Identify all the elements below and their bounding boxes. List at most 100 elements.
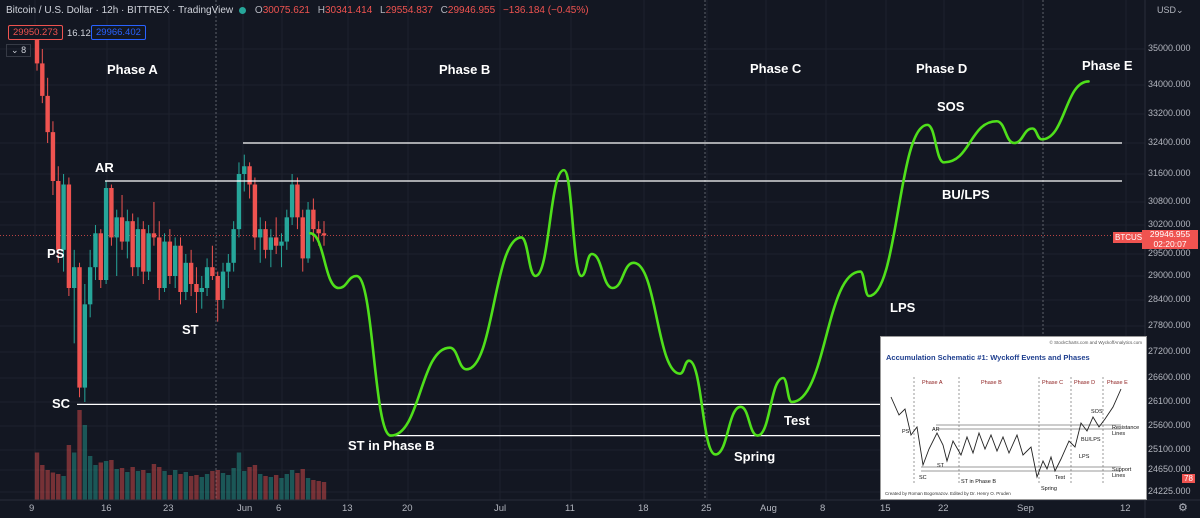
volume-bar-15 bbox=[114, 469, 119, 500]
inset-phase-a: Phase A bbox=[922, 380, 943, 386]
phase-b-label: Phase B bbox=[439, 62, 491, 77]
candle-22 bbox=[151, 202, 157, 246]
candle-29 bbox=[188, 249, 194, 296]
volume-bar-2 bbox=[45, 470, 50, 500]
candle-18 bbox=[130, 213, 135, 276]
price-tick-9: 29000.000 bbox=[1148, 270, 1191, 280]
ohlc-low: 29554.837 bbox=[385, 5, 433, 16]
volume-bar-38 bbox=[236, 452, 242, 500]
volume-bar-28 bbox=[183, 472, 189, 500]
sos-label: SOS bbox=[937, 99, 965, 114]
volume-bar-19 bbox=[135, 471, 141, 500]
time-tick-4: 6 bbox=[276, 503, 282, 514]
inset-ps: PS bbox=[902, 429, 910, 435]
phase-d-label: Phase D bbox=[916, 61, 968, 76]
sell-button[interactable]: 29950.273 bbox=[8, 25, 63, 40]
volume-bar-27 bbox=[178, 474, 183, 500]
volume-bar-39 bbox=[242, 471, 247, 500]
wyckoff-schematic-inset: © StockCharts.com and WyckoffAnalytics.c… bbox=[880, 336, 1147, 500]
price-tick-2: 25100.000 bbox=[1148, 444, 1191, 454]
candle-54 bbox=[321, 221, 327, 246]
candle-17 bbox=[125, 209, 130, 259]
time-tick-14: 22 bbox=[938, 503, 949, 514]
price-tick-14: 32400.000 bbox=[1148, 137, 1191, 147]
indicators-toggle[interactable]: ⌄ 8 bbox=[6, 44, 32, 57]
candles bbox=[34, 28, 327, 402]
price-tick-15: 33200.000 bbox=[1148, 108, 1191, 118]
inset-spring: Spring bbox=[1041, 486, 1057, 492]
time-tick-13: 15 bbox=[880, 503, 891, 514]
inset-sc: SC bbox=[919, 475, 927, 481]
candle-7 bbox=[72, 249, 77, 344]
volume-bar-16 bbox=[119, 468, 125, 500]
chevron-down-icon: ⌄ bbox=[11, 45, 19, 55]
volume-bars bbox=[34, 410, 327, 500]
inset-st-phase-b: ST in Phase B bbox=[961, 479, 997, 485]
chart-header: Bitcoin / U.S. Dollar · 12h · BITTREX · … bbox=[6, 5, 594, 16]
ohlc-high-key: H bbox=[317, 5, 325, 16]
currency-selector[interactable]: USD⌄ bbox=[1157, 5, 1184, 16]
volume-bar-9 bbox=[82, 425, 88, 500]
inset-ar: AR bbox=[932, 427, 940, 433]
candle-39 bbox=[242, 154, 247, 192]
ohlc-high: 30341.414 bbox=[324, 5, 373, 16]
volume-bar-36 bbox=[226, 475, 231, 500]
time-tick-1: 16 bbox=[101, 503, 112, 514]
lps-label: LPS bbox=[890, 300, 916, 315]
price-tick-4: 26100.000 bbox=[1148, 396, 1191, 406]
volume-bar-17 bbox=[125, 472, 130, 500]
candle-43 bbox=[263, 221, 268, 259]
volume-bar-29 bbox=[188, 476, 194, 500]
settings-gear-icon[interactable]: ⚙ bbox=[1178, 502, 1188, 514]
candle-12 bbox=[98, 229, 103, 288]
candle-46 bbox=[279, 233, 284, 268]
last-price: 29946.955 bbox=[1149, 229, 1191, 239]
candle-2 bbox=[45, 77, 50, 143]
candle-10 bbox=[87, 249, 93, 318]
candle-28 bbox=[183, 254, 189, 300]
price-tick-8: 28400.000 bbox=[1148, 294, 1191, 304]
price-tick-7: 27800.000 bbox=[1148, 320, 1191, 330]
time-tick-8: 11 bbox=[565, 503, 575, 514]
chevron-down-icon: ⌄ bbox=[1176, 5, 1184, 15]
volume-bar-6 bbox=[66, 445, 72, 500]
inset-title: Accumulation Schematic #1: Wyckoff Event… bbox=[886, 353, 1090, 362]
phase-a-label: Phase A bbox=[107, 62, 158, 77]
candle-33 bbox=[210, 245, 215, 280]
time-tick-3: Jun bbox=[237, 503, 253, 514]
inset-resistance: Resistance Lines bbox=[1112, 425, 1140, 437]
last-price-tag: 29946.955 02:20:07 bbox=[1142, 229, 1198, 249]
price-change: −136.184 (−0.45%) bbox=[502, 5, 589, 16]
volume-bar-30 bbox=[194, 475, 199, 500]
bu-lps-label: BU/LPS bbox=[942, 187, 990, 202]
st-phase-b-label: ST in Phase B bbox=[348, 438, 435, 453]
volume-bar-3 bbox=[50, 472, 56, 500]
candle-16 bbox=[119, 195, 125, 250]
inset-test: Test bbox=[1055, 475, 1066, 481]
price-tick-3: 25600.000 bbox=[1148, 420, 1191, 430]
candle-23 bbox=[157, 221, 162, 300]
candle-3 bbox=[50, 121, 56, 195]
symbol-title[interactable]: Bitcoin / U.S. Dollar · 12h · BITTREX · … bbox=[6, 5, 234, 16]
ps-label: PS bbox=[47, 246, 65, 261]
buy-button[interactable]: 29966.402 bbox=[91, 25, 146, 40]
inset-lps: LPS bbox=[1079, 454, 1090, 460]
candle-44 bbox=[268, 229, 274, 268]
volume-bar-31 bbox=[199, 477, 204, 500]
time-tick-16: 12 bbox=[1120, 503, 1131, 514]
volume-bar-42 bbox=[258, 474, 263, 500]
candle-36 bbox=[226, 254, 231, 288]
candle-24 bbox=[162, 233, 167, 292]
symbol-tag: BTCUSD bbox=[1113, 232, 1150, 243]
phase-c-label: Phase C bbox=[750, 61, 802, 76]
spring-label: Spring bbox=[734, 449, 776, 464]
currency-label: USD bbox=[1157, 5, 1177, 15]
candle-51 bbox=[305, 202, 311, 263]
volume-bar-34 bbox=[215, 470, 220, 500]
inset-diagram bbox=[890, 377, 1122, 485]
volume-bar-37 bbox=[231, 468, 236, 500]
volume-bar-41 bbox=[252, 465, 258, 500]
bar-countdown: 02:20:07 bbox=[1153, 238, 1187, 249]
price-tick-13: 31600.000 bbox=[1148, 168, 1191, 178]
